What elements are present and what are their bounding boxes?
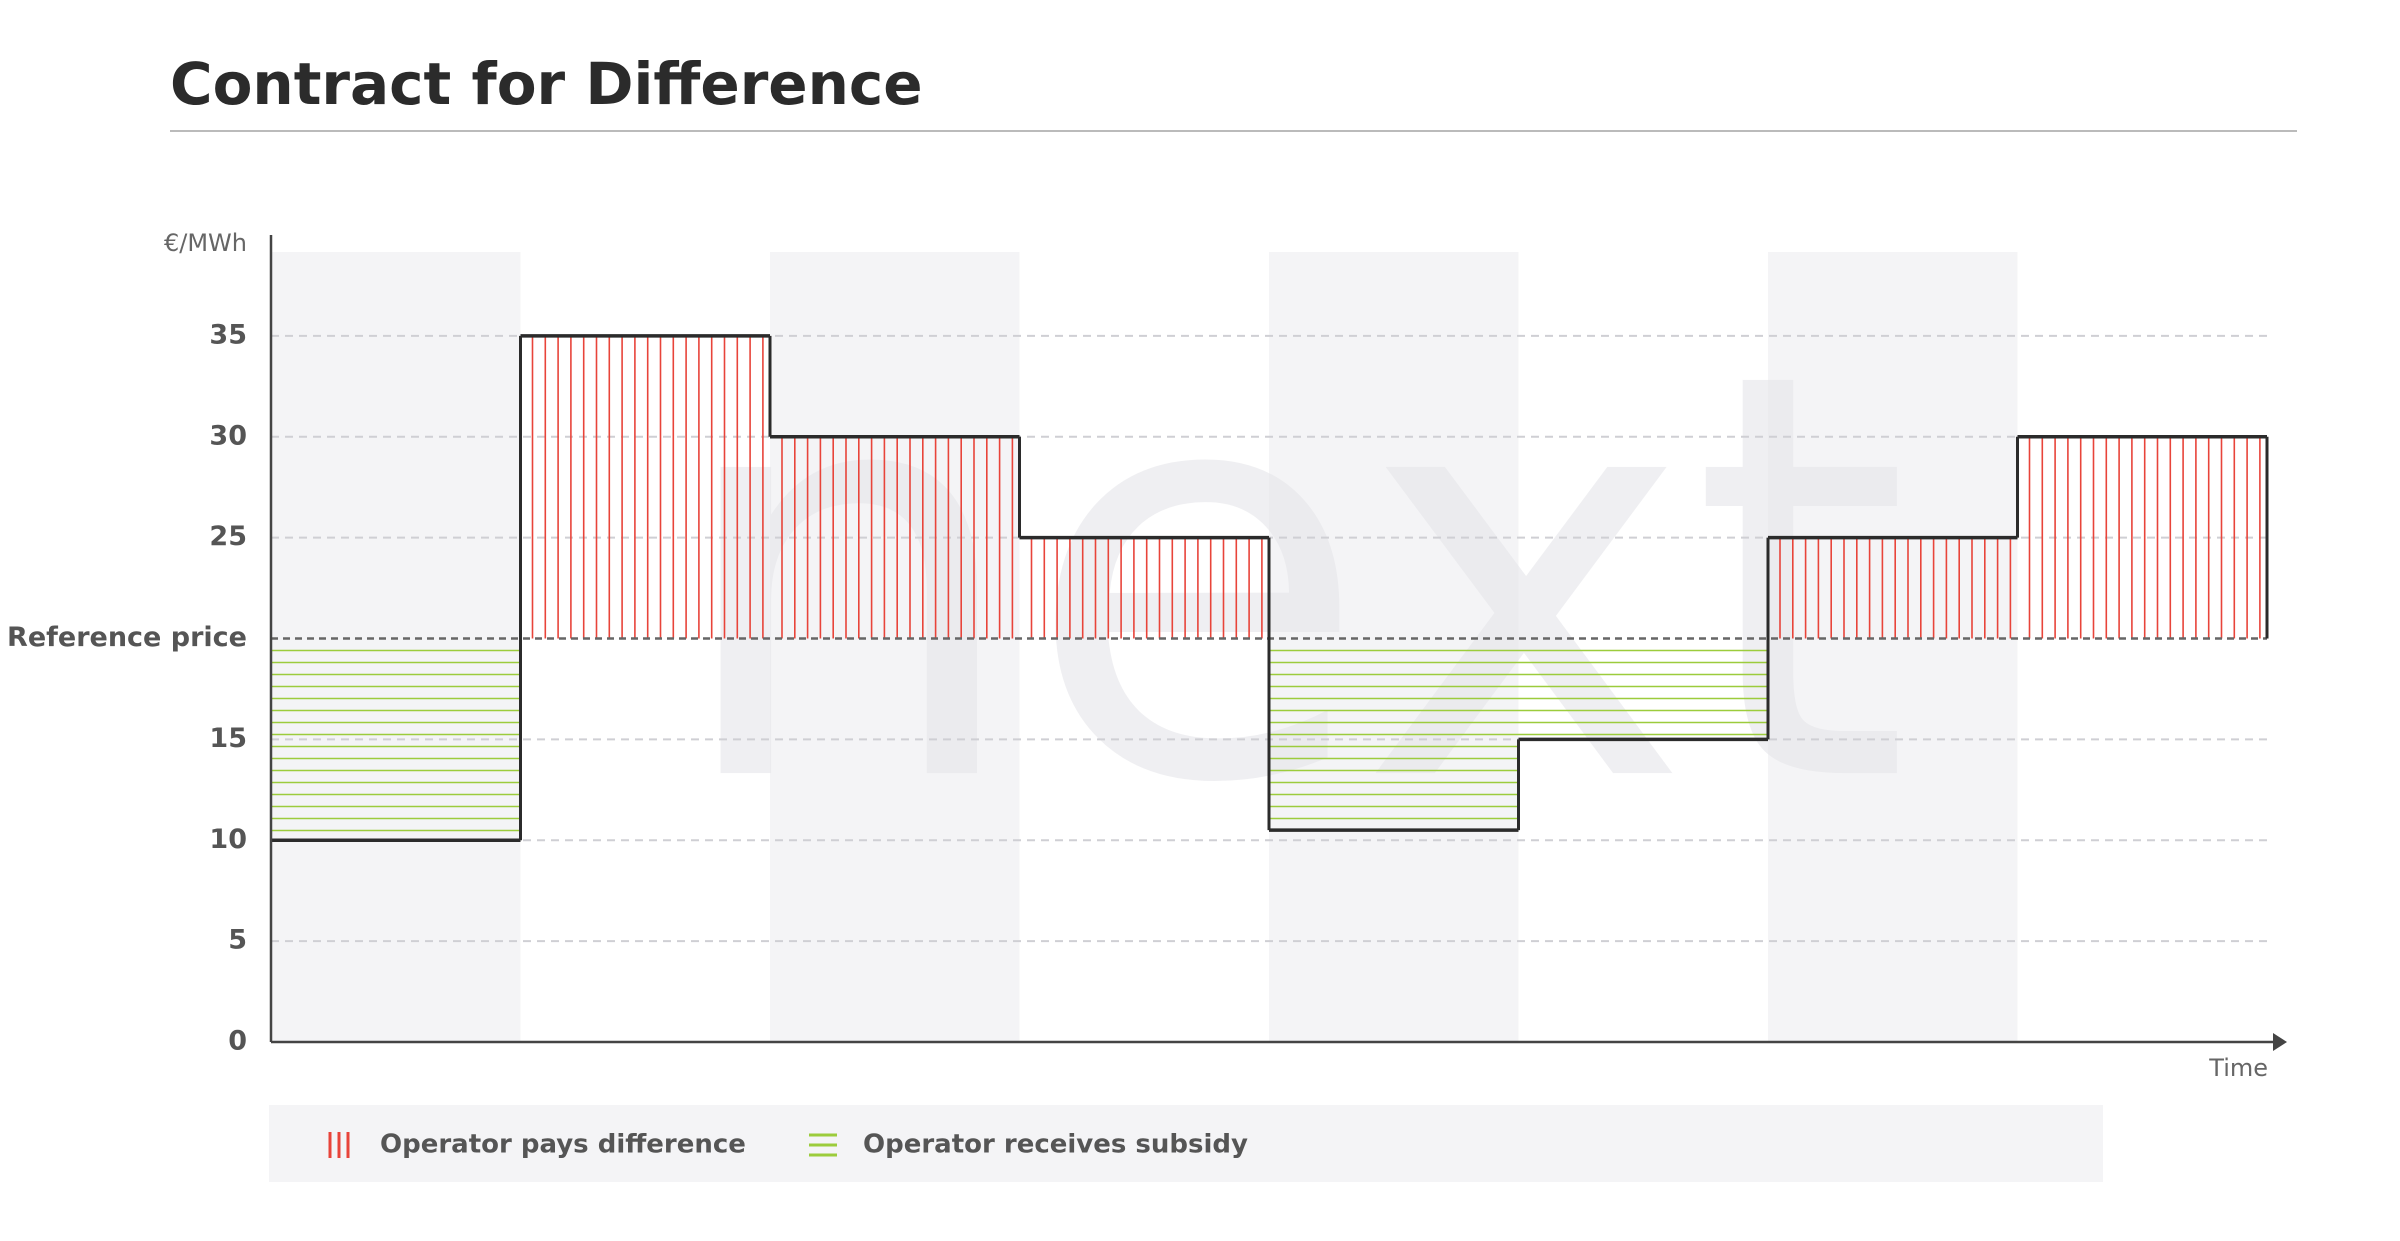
legend-label: Operator receives subsidy: [863, 1130, 1248, 1160]
background-band: [1269, 252, 1519, 1042]
hatch: [271, 649, 521, 832]
legend-swatch: [328, 1132, 350, 1158]
background-band: [1768, 252, 2018, 1042]
y-tick-label: 0: [228, 1026, 247, 1057]
x-axis-label: Time: [2208, 1054, 2268, 1082]
legend-box: [269, 1105, 2103, 1182]
y-axis-label: €/MWh: [164, 229, 247, 257]
y-tick-label: 35: [209, 319, 247, 350]
chart-title: Contract for Difference: [170, 50, 923, 118]
hatch: [1269, 649, 1519, 820]
y-tick-label: 10: [209, 824, 247, 855]
hatch: [1779, 537, 2012, 639]
y-tick-label: 5: [228, 925, 247, 956]
hatch: [1518, 649, 1768, 736]
background-band: [271, 252, 521, 1042]
x-axis-arrow: [2273, 1033, 2287, 1051]
hatch: [2028, 436, 2261, 639]
background-band: [770, 252, 1020, 1042]
hatch: [781, 436, 1014, 639]
y-tick-label: 15: [209, 723, 247, 754]
legend-label: Operator pays difference: [380, 1130, 746, 1160]
reference-label: Reference price: [7, 622, 247, 653]
legend-swatch: [809, 1133, 837, 1157]
hatch: [1030, 537, 1263, 639]
y-tick-label: 30: [209, 420, 247, 451]
hatch: [531, 335, 764, 639]
y-tick-label: 25: [209, 521, 247, 552]
watermark: next: [670, 254, 1911, 906]
